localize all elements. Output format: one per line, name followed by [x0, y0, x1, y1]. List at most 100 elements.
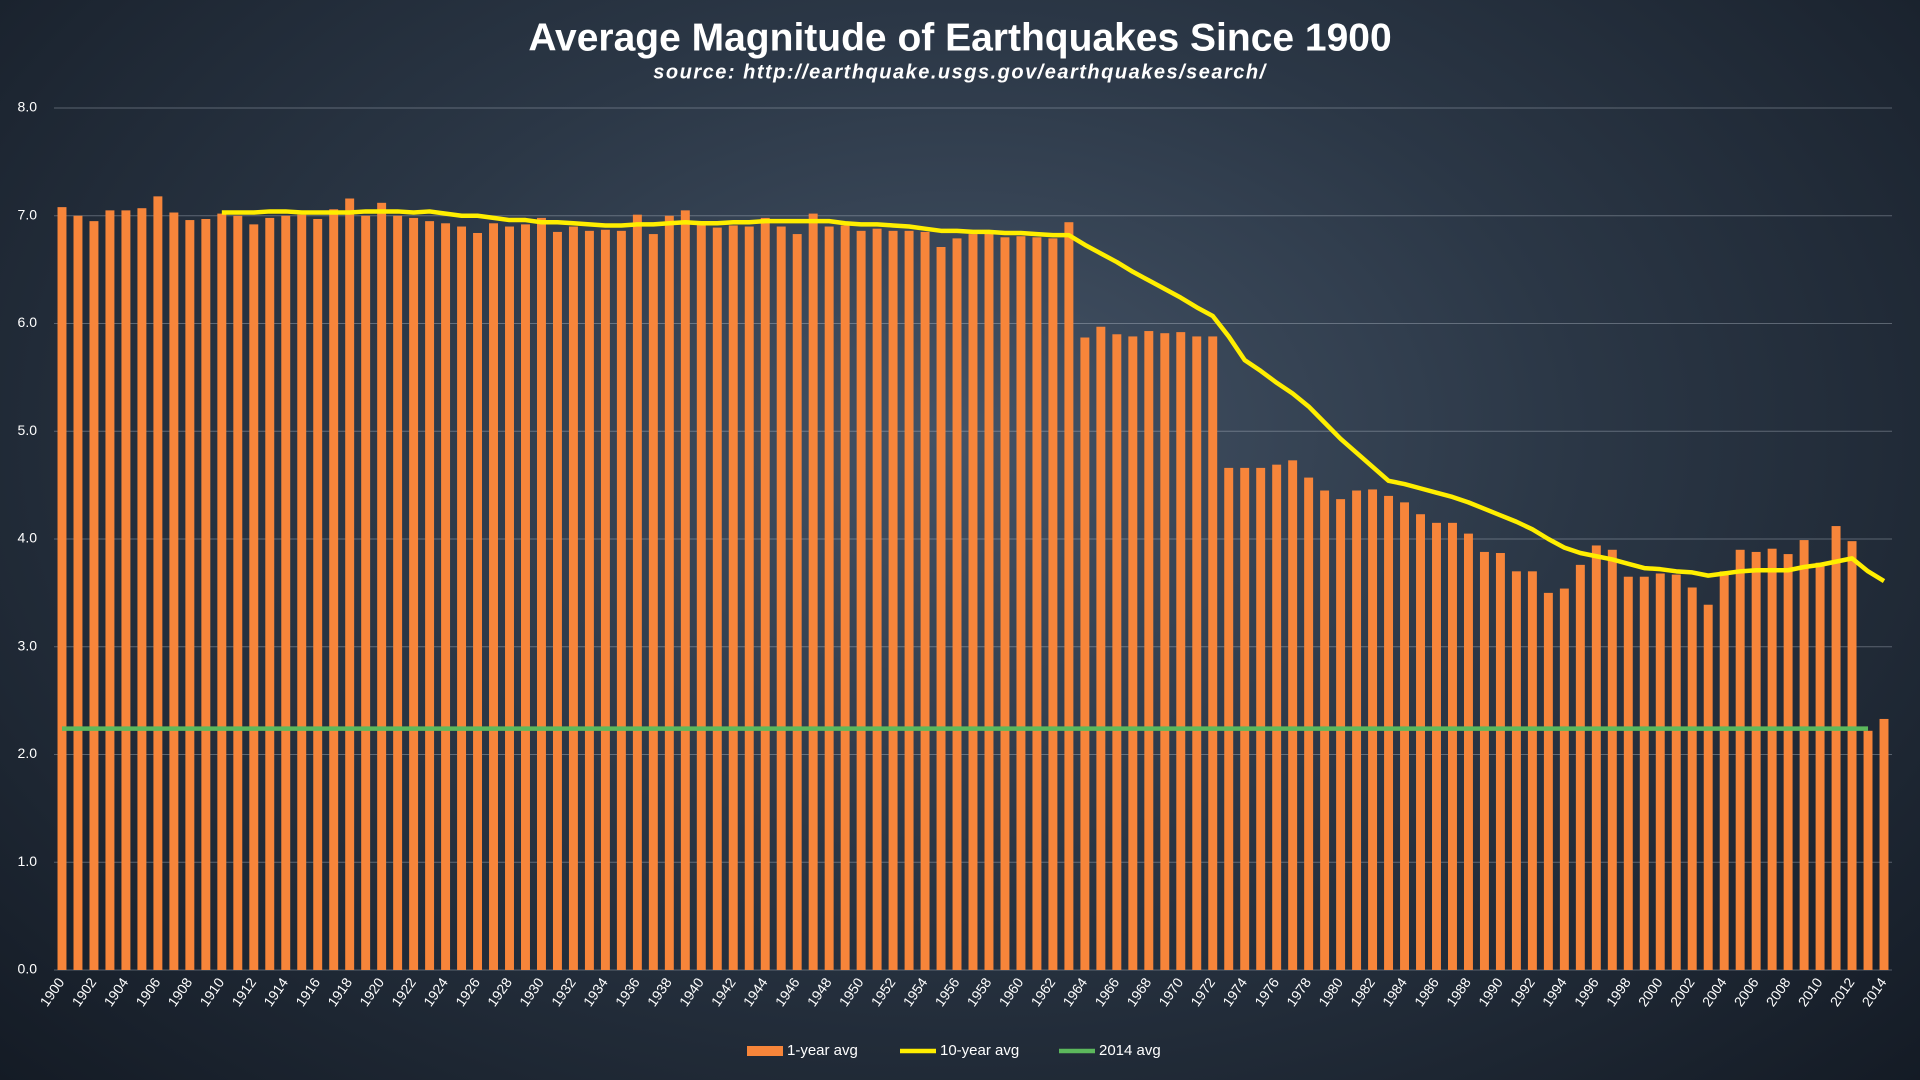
bar: [457, 226, 467, 970]
x-tick-label: 1942: [708, 975, 739, 1010]
x-tick-label: 2004: [1699, 975, 1730, 1010]
x-tick-label: 1914: [260, 975, 291, 1010]
bar: [1687, 587, 1697, 970]
x-tick-label: 1980: [1315, 975, 1346, 1010]
bar: [840, 225, 850, 970]
x-tick-label: 1930: [516, 975, 547, 1010]
x-tick-label: 1962: [1027, 975, 1058, 1010]
bar: [1144, 331, 1154, 971]
bar: [1016, 236, 1026, 970]
bar: [265, 217, 275, 970]
bar: [1000, 237, 1010, 971]
x-tick-label: 1916: [292, 975, 323, 1010]
x-tick-label: 1990: [1475, 975, 1506, 1010]
x-tick-label: 1900: [37, 975, 68, 1010]
bar: [89, 221, 99, 970]
bar: [856, 230, 866, 970]
x-tick-label: 1946: [772, 975, 803, 1010]
bar: [489, 223, 498, 971]
bar: [1575, 564, 1585, 970]
x-tick-label: 1974: [1219, 975, 1250, 1010]
bar: [776, 226, 786, 970]
bar: [808, 213, 818, 971]
x-tick-label: 2014: [1859, 975, 1890, 1010]
bar: [1495, 553, 1505, 970]
bar: [680, 210, 690, 971]
bar: [1336, 499, 1346, 970]
bar: [1703, 604, 1713, 970]
x-tick-label: 1920: [356, 975, 387, 1010]
bar: [1064, 222, 1074, 971]
bar: [728, 225, 738, 970]
y-tick-label: 0.0: [18, 961, 38, 977]
bar: [1783, 554, 1793, 970]
y-tick-label: 3.0: [18, 637, 38, 653]
bar: [696, 224, 706, 970]
bar: [1847, 541, 1857, 970]
bar: [1272, 464, 1282, 970]
bar: [1304, 477, 1314, 970]
bar: [473, 232, 483, 971]
bar: [1671, 574, 1681, 970]
bar: [584, 230, 594, 970]
x-tick-label: 1958: [963, 975, 994, 1010]
bar: [393, 215, 403, 970]
x-tick-label: 1992: [1507, 975, 1538, 1010]
legend-label: 10-year avg: [940, 1042, 1019, 1059]
x-tick-label: 1944: [740, 975, 771, 1010]
x-tick-label: 1994: [1539, 975, 1570, 1010]
bar: [1655, 573, 1665, 970]
bar: [744, 226, 754, 970]
bar: [824, 226, 834, 970]
x-tick-label: 1972: [1187, 975, 1218, 1010]
bar: [1751, 551, 1761, 970]
chart-subtitle: source: http://earthquake.usgs.gov/earth…: [653, 61, 1267, 83]
y-tick-label: 2.0: [18, 745, 38, 761]
bar: [1240, 467, 1250, 970]
bar: [648, 234, 658, 970]
bar: [425, 221, 435, 970]
bar: [984, 232, 994, 971]
bar: [616, 230, 626, 970]
bar: [1639, 576, 1649, 970]
bar: [185, 220, 195, 970]
x-tick-label: 1982: [1347, 975, 1378, 1010]
x-tick-label: 1910: [196, 975, 227, 1010]
line: [221, 209, 1886, 583]
x-tick-label: 1954: [900, 975, 931, 1010]
x-tick-label: 1912: [228, 975, 259, 1010]
bar: [1591, 545, 1601, 970]
chart-title: Average Magnitude of Earthquakes Since 1…: [528, 16, 1391, 59]
x-tick-label: 2002: [1667, 975, 1698, 1010]
bar: [105, 210, 115, 971]
y-tick-label: 7.0: [18, 206, 38, 222]
bar: [1160, 333, 1170, 970]
x-tick-label: 1904: [100, 975, 131, 1010]
y-tick-label: 8.0: [18, 99, 38, 115]
bar: [1384, 495, 1394, 970]
legend-label: 2014 avg: [1099, 1042, 1161, 1059]
bar: [377, 202, 387, 970]
bar: [121, 210, 131, 971]
x-tick-label: 1902: [68, 975, 99, 1010]
legend-label: 1-year avg: [787, 1042, 858, 1059]
x-tick-label: 1950: [836, 975, 867, 1010]
bar: [1879, 718, 1889, 970]
bar: [505, 226, 514, 970]
x-tick-label: 1926: [452, 975, 483, 1010]
x-tick-label: 1976: [1251, 975, 1282, 1010]
bar: [137, 208, 147, 970]
y-tick-label: 5.0: [18, 422, 38, 438]
bar: [153, 196, 163, 971]
x-tick-label: 1996: [1571, 975, 1602, 1010]
x-tick-label: 1966: [1091, 975, 1122, 1010]
x-tick-label: 1956: [932, 975, 963, 1010]
bar: [568, 226, 578, 970]
bar: [329, 209, 339, 970]
x-tick-label: 2008: [1763, 975, 1794, 1010]
bar: [1735, 549, 1745, 970]
x-tick-label: 2012: [1827, 975, 1858, 1010]
bar: [1192, 336, 1202, 970]
x-tick-label: 1952: [868, 975, 899, 1010]
